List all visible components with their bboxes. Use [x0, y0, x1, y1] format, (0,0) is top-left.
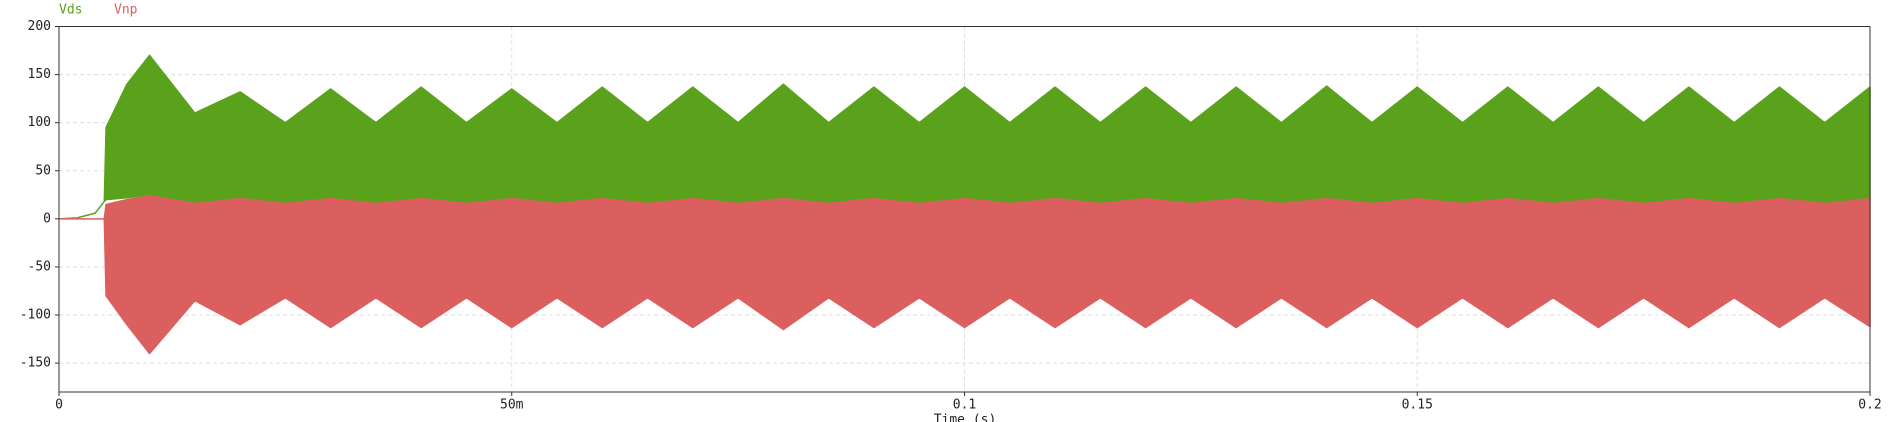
- y-tick-label: -100: [20, 308, 51, 323]
- x-tick-label: 50m: [500, 398, 524, 413]
- x-tick-label: 0.15: [1402, 398, 1433, 413]
- signal-band: [58, 54, 1871, 220]
- y-tick-label: 50: [35, 163, 51, 178]
- x-axis-title: Time (s): [934, 413, 997, 422]
- y-tick-label: -150: [20, 356, 51, 371]
- x-tick-label: 0.1: [953, 398, 976, 413]
- x-tick-label: 0: [55, 398, 63, 413]
- y-tick-label: 150: [28, 67, 51, 82]
- x-tick-label: 0.2: [1858, 398, 1881, 413]
- y-tick-label: 200: [28, 19, 51, 34]
- y-tick-label: -50: [28, 259, 51, 274]
- plot-frame: [58, 26, 1871, 393]
- y-tick-label: 100: [28, 115, 51, 130]
- y-tick-label: 0: [43, 211, 51, 226]
- legend-label: Vnp: [114, 3, 138, 18]
- legend-label: Vds: [59, 3, 82, 18]
